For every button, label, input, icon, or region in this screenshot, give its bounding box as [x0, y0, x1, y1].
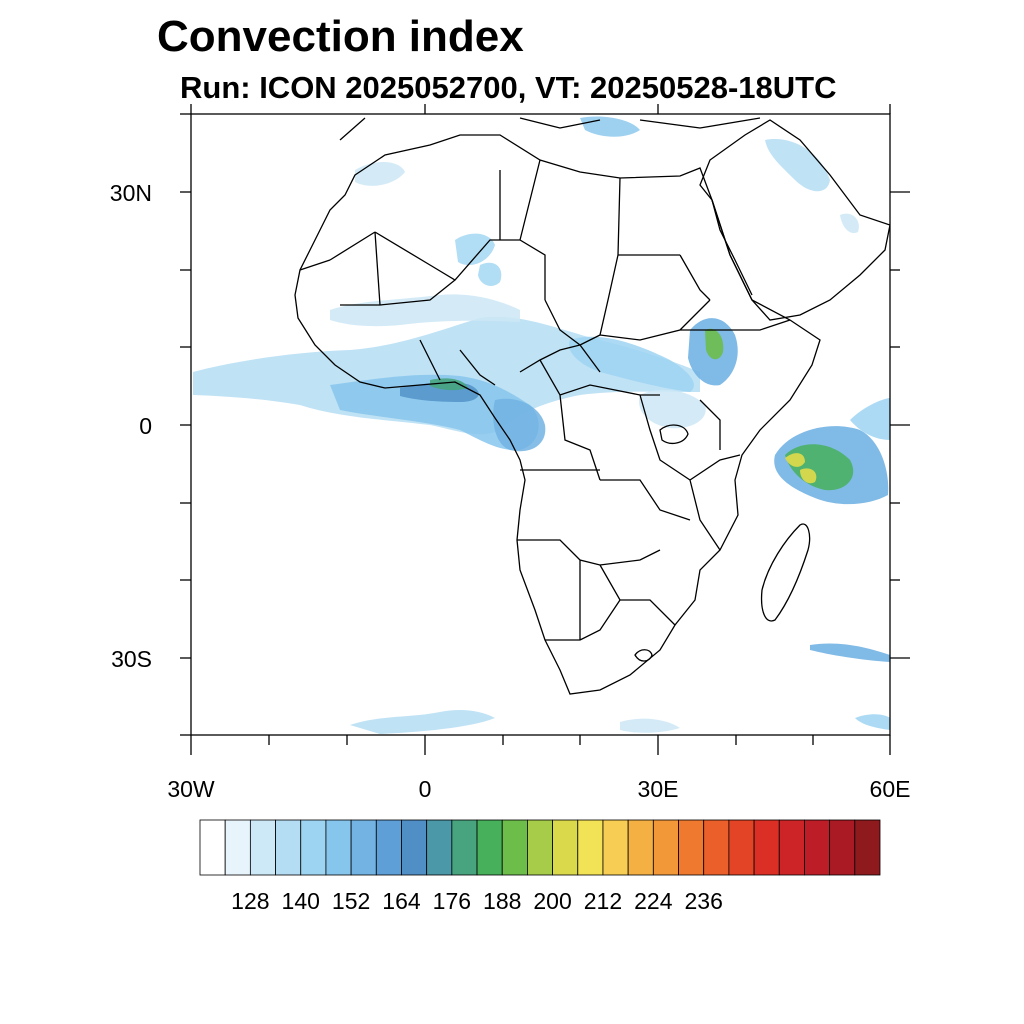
colorbar-box — [350, 819, 377, 876]
convection-gulf-guinea — [330, 374, 539, 451]
lat-label-30n: 30N — [109, 180, 152, 206]
colorbar-label: 200 — [533, 888, 572, 914]
convection-south-streak-1 — [810, 643, 890, 662]
tick-marks — [180, 104, 910, 755]
colorbar-box — [375, 819, 402, 876]
convection-arabia-north — [765, 139, 830, 192]
colorbar-box — [804, 819, 831, 876]
convection-south-streak-4 — [855, 714, 890, 730]
convection-greece — [580, 116, 640, 137]
colorbar-box — [652, 819, 679, 876]
convection-niger — [478, 262, 502, 286]
convection-indian-ocean-yellow — [785, 453, 805, 467]
colorbar-box — [527, 819, 553, 876]
colorbar-box — [829, 819, 856, 876]
colorbar-box — [451, 819, 478, 876]
colorbar-box — [552, 819, 579, 876]
coastlines — [294, 117, 890, 695]
lat-label-0: 0 — [139, 413, 152, 439]
colorbar-box — [854, 819, 881, 876]
chart-title: Convection index — [157, 12, 524, 61]
colorbar-label: 236 — [684, 888, 723, 914]
africa-coastline — [294, 134, 821, 695]
colorbar-box — [300, 819, 327, 876]
colorbar-box — [627, 819, 654, 876]
colorbar-box — [778, 819, 805, 876]
convection-nigeria-green — [430, 378, 468, 391]
colorbar-box — [728, 819, 755, 876]
colorbar-label: 140 — [281, 888, 320, 914]
colorbar-label: 212 — [583, 888, 623, 914]
convection-congo — [493, 398, 546, 452]
colorbar-box — [249, 819, 276, 876]
colorbar-label: 128 — [231, 888, 270, 914]
colorbar-box — [401, 819, 428, 876]
colorbar-box — [753, 819, 780, 876]
colorbar-box — [224, 819, 251, 876]
convection-sahel-patches — [330, 294, 520, 327]
colorbar-label: 176 — [432, 888, 472, 914]
convection-east-africa — [639, 389, 706, 429]
colorbar-box — [602, 819, 629, 876]
convection-indian-ocean-east — [850, 398, 890, 440]
colorbar-box — [199, 819, 226, 876]
red-sea-coast — [711, 199, 753, 296]
convection-morocco — [355, 161, 405, 186]
colorbar — [199, 819, 881, 876]
colorbar-box — [678, 819, 705, 876]
colorbar-box — [501, 819, 528, 876]
convection-indian-ocean-yellow2 — [800, 468, 817, 484]
convection-arabia-patch — [840, 213, 859, 234]
colorbar-label: 224 — [634, 888, 673, 914]
lon-label-30w: 30W — [167, 776, 215, 802]
lat-label-30s: 30S — [111, 646, 152, 672]
colorbar-box — [325, 819, 352, 876]
colorbar-box — [275, 819, 302, 876]
convection-ethiopia-core — [705, 328, 724, 360]
arabia-coastline — [699, 119, 890, 321]
convection-field — [193, 116, 890, 734]
colorbar-box — [577, 819, 604, 876]
convection-south-streak-2 — [350, 710, 495, 734]
colorbar-box — [703, 819, 730, 876]
colorbar-box — [426, 819, 453, 876]
colorbar-label: 152 — [331, 888, 371, 914]
convection-sudan — [569, 336, 694, 392]
chart-subtitle: Run: ICON 2025052700, VT: 20250528-18UTC — [180, 70, 837, 105]
colorbar-box — [476, 819, 503, 876]
colorbar-label: 188 — [483, 888, 522, 914]
lon-label-0: 0 — [418, 776, 432, 802]
country-borders — [299, 159, 791, 641]
lon-label-30e: 30E — [637, 776, 679, 802]
convection-algeria — [455, 233, 495, 266]
lake-victoria — [659, 424, 689, 445]
madagascar-coastline — [760, 523, 811, 622]
lon-label-60e: 60E — [869, 776, 911, 802]
lesotho-border — [634, 649, 653, 662]
europe-coast — [339, 117, 761, 141]
colorbar-label: 164 — [382, 888, 421, 914]
convection-south-streak-3 — [620, 718, 680, 733]
